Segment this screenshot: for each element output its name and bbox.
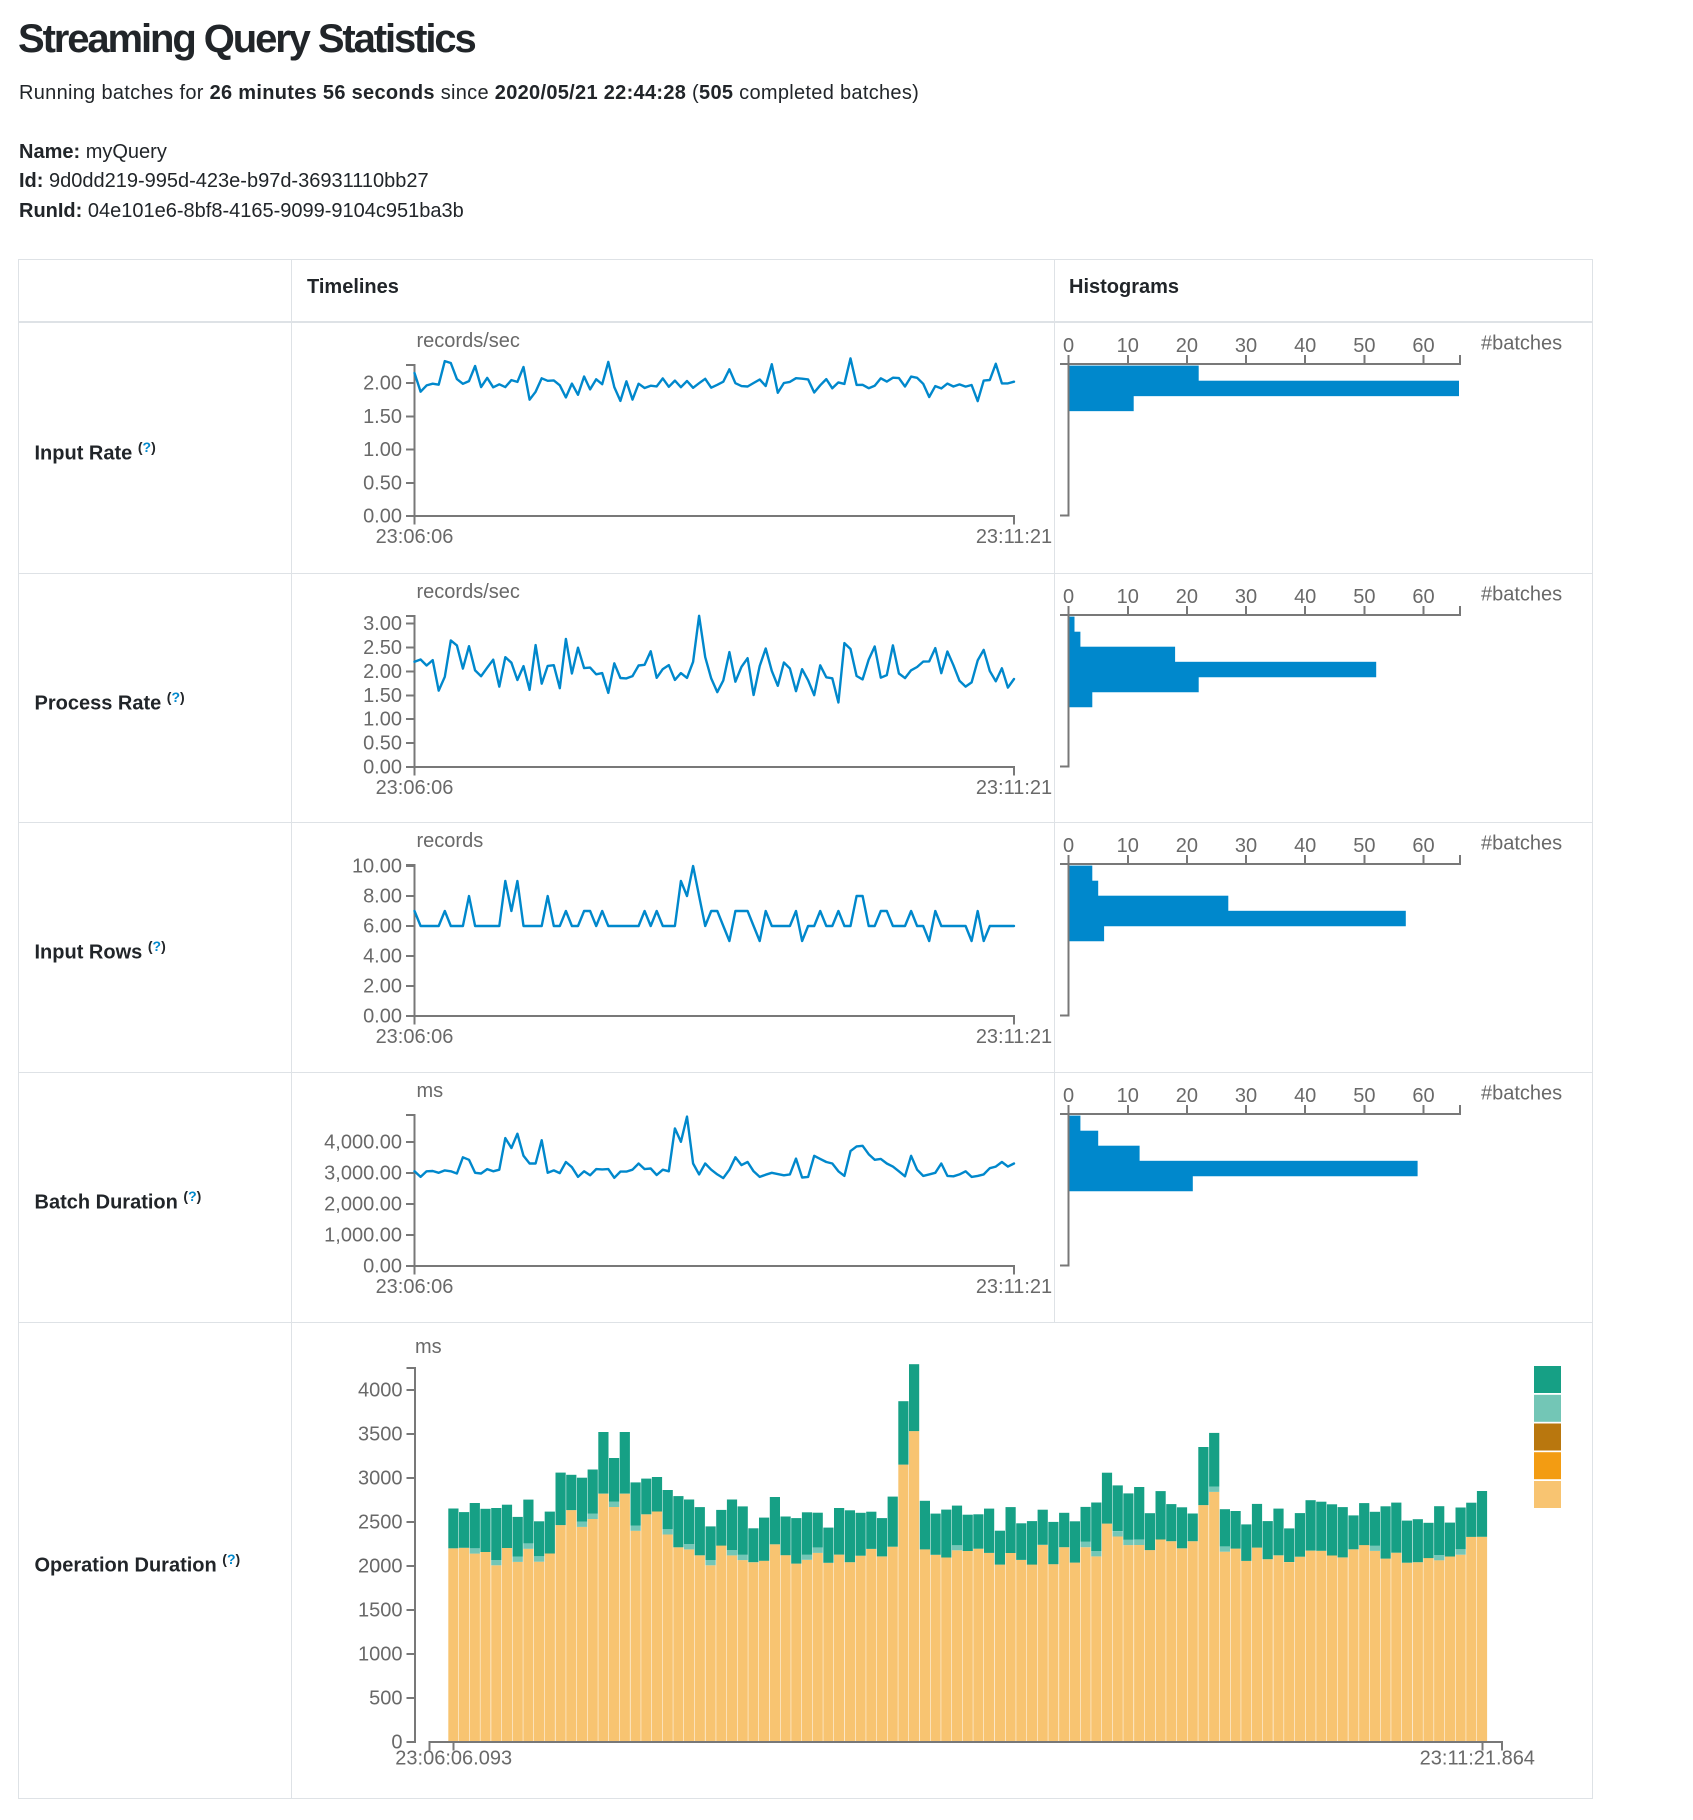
- svg-text:1.50: 1.50: [363, 685, 402, 707]
- svg-text:30: 30: [1235, 335, 1257, 357]
- svg-text:2.00: 2.00: [363, 373, 402, 395]
- svg-text:ms: ms: [417, 1080, 444, 1102]
- svg-text:30: 30: [1235, 586, 1257, 608]
- svg-text:50: 50: [1353, 835, 1375, 857]
- svg-text:0.00: 0.00: [363, 1006, 402, 1028]
- svg-text:60: 60: [1412, 835, 1434, 857]
- svg-text:1.00: 1.00: [363, 439, 402, 461]
- svg-text:0: 0: [1063, 335, 1074, 357]
- svg-text:23:06:06.093: 23:06:06.093: [395, 1747, 512, 1769]
- svg-text:20: 20: [1176, 586, 1198, 608]
- svg-text:0: 0: [391, 1732, 402, 1754]
- svg-text:#batches: #batches: [1481, 1083, 1562, 1105]
- svg-text:0.00: 0.00: [363, 757, 402, 779]
- svg-text:2.50: 2.50: [363, 637, 402, 659]
- svg-text:10: 10: [1117, 335, 1139, 357]
- svg-text:records/sec: records/sec: [417, 581, 520, 603]
- svg-text:2.00: 2.00: [363, 661, 402, 683]
- svg-text:1,000.00: 1,000.00: [324, 1224, 402, 1246]
- svg-text:20: 20: [1176, 335, 1198, 357]
- svg-text:1500: 1500: [358, 1599, 403, 1621]
- svg-text:20: 20: [1176, 1085, 1198, 1107]
- svg-text:0.00: 0.00: [363, 1256, 402, 1278]
- svg-text:10: 10: [1117, 1085, 1139, 1107]
- svg-text:4,000.00: 4,000.00: [324, 1131, 402, 1153]
- svg-text:30: 30: [1235, 1085, 1257, 1107]
- svg-text:0: 0: [1063, 586, 1074, 608]
- svg-text:3.00: 3.00: [363, 613, 402, 635]
- svg-text:10.00: 10.00: [352, 856, 402, 878]
- svg-text:50: 50: [1353, 586, 1375, 608]
- svg-text:23:06:06: 23:06:06: [376, 1276, 454, 1298]
- svg-text:60: 60: [1412, 1085, 1434, 1107]
- svg-text:#batches: #batches: [1481, 833, 1562, 855]
- svg-text:#batches: #batches: [1481, 584, 1562, 606]
- svg-text:23:06:06: 23:06:06: [376, 777, 454, 799]
- svg-text:2000: 2000: [358, 1555, 403, 1577]
- svg-text:23:11:21: 23:11:21: [976, 1276, 1052, 1298]
- svg-text:6.00: 6.00: [363, 916, 402, 938]
- svg-text:0: 0: [1063, 1085, 1074, 1107]
- svg-text:23:11:21: 23:11:21: [976, 526, 1052, 548]
- svg-text:8.00: 8.00: [363, 886, 402, 908]
- svg-text:0.00: 0.00: [363, 506, 402, 528]
- svg-text:4.00: 4.00: [363, 946, 402, 968]
- svg-text:23:06:06: 23:06:06: [376, 526, 454, 548]
- svg-text:records/sec: records/sec: [417, 330, 520, 352]
- svg-text:#batches: #batches: [1481, 333, 1562, 355]
- svg-text:10: 10: [1117, 586, 1139, 608]
- svg-text:40: 40: [1294, 586, 1316, 608]
- svg-text:records: records: [417, 830, 484, 852]
- svg-text:40: 40: [1294, 335, 1316, 357]
- svg-text:ms: ms: [415, 1336, 442, 1358]
- svg-text:60: 60: [1412, 335, 1434, 357]
- svg-text:10: 10: [1117, 835, 1139, 857]
- svg-text:50: 50: [1353, 335, 1375, 357]
- svg-text:3,000.00: 3,000.00: [324, 1162, 402, 1184]
- svg-text:4000: 4000: [358, 1379, 403, 1401]
- svg-text:3000: 3000: [358, 1467, 403, 1489]
- svg-text:23:11:21: 23:11:21: [976, 1026, 1052, 1048]
- svg-text:2,000.00: 2,000.00: [324, 1193, 402, 1215]
- svg-text:30: 30: [1235, 835, 1257, 857]
- svg-text:1000: 1000: [358, 1643, 403, 1665]
- svg-text:50: 50: [1353, 1085, 1375, 1107]
- svg-text:23:11:21: 23:11:21: [976, 777, 1052, 799]
- svg-text:1.00: 1.00: [363, 709, 402, 731]
- svg-text:40: 40: [1294, 835, 1316, 857]
- svg-text:0.50: 0.50: [363, 472, 402, 494]
- svg-text:3500: 3500: [358, 1423, 403, 1445]
- svg-text:60: 60: [1412, 586, 1434, 608]
- svg-text:20: 20: [1176, 835, 1198, 857]
- svg-text:23:11:21.864: 23:11:21.864: [1420, 1747, 1535, 1769]
- svg-text:500: 500: [369, 1688, 402, 1710]
- svg-text:40: 40: [1294, 1085, 1316, 1107]
- svg-text:1.50: 1.50: [363, 406, 402, 428]
- svg-text:0: 0: [1063, 835, 1074, 857]
- svg-text:2500: 2500: [358, 1511, 403, 1533]
- svg-text:0.50: 0.50: [363, 733, 402, 755]
- svg-text:2.00: 2.00: [363, 976, 402, 998]
- svg-text:23:06:06: 23:06:06: [376, 1026, 454, 1048]
